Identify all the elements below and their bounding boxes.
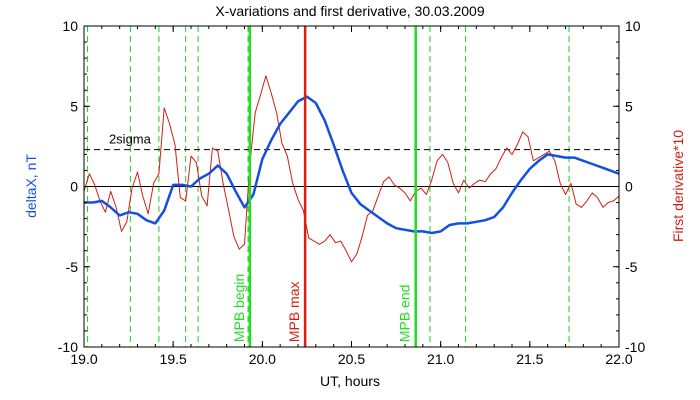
y-tick-label-right: 0 — [625, 179, 633, 195]
mpb-marker-label: MPB max — [286, 281, 302, 342]
x-axis-label: UT, hours — [320, 373, 380, 389]
x-tick-label: 22.0 — [605, 351, 632, 367]
y-tick-label-right: -10 — [625, 339, 645, 355]
y-tick-label-left: 5 — [70, 98, 78, 114]
y-tick-label-right: 10 — [625, 18, 641, 34]
y-tick-label-left: 0 — [70, 179, 78, 195]
y-tick-label-left: -5 — [66, 259, 79, 275]
x-tick-label: 20.0 — [249, 351, 276, 367]
x-tick-label: 21.5 — [516, 351, 543, 367]
mpb-marker-label: MPB begin — [231, 274, 247, 342]
chart-title: X-variations and first derivative, 30.03… — [215, 3, 484, 19]
two-sigma-label: 2sigma — [109, 132, 152, 147]
x-tick-label: 21.0 — [427, 351, 454, 367]
deltax-series-line — [84, 95, 620, 235]
y-tick-label-right: 5 — [625, 98, 633, 114]
axis-ticks: 19.0 19.5 20.0 20.5 21.0 21.5 22.0-10 -10-5 -50 0… — [58, 18, 646, 367]
mpb-marker-label: MPB end — [397, 285, 413, 343]
y-axis-label-right: First derivative*10 — [670, 130, 686, 242]
y-tick-label-left: -10 — [58, 339, 78, 355]
derivative-series-line — [83, 75, 620, 263]
x-tick-label: 19.0 — [70, 351, 97, 367]
y-tick-label-right: -5 — [625, 259, 638, 275]
y-axis-label-left: deltaX, nT — [23, 154, 39, 218]
x-tick-label: 20.5 — [338, 351, 365, 367]
mpb-markers: MPB begin MPB max MPB end — [231, 26, 417, 347]
x-tick-label: 19.5 — [160, 351, 187, 367]
series-group — [83, 75, 620, 263]
y-tick-label-left: 10 — [62, 18, 78, 34]
